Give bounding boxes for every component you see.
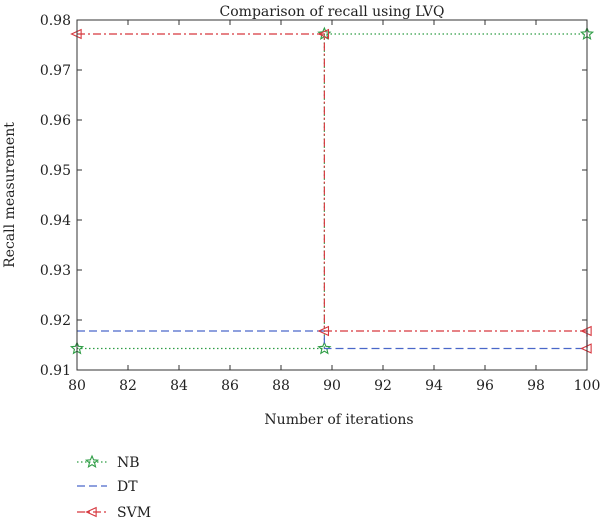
legend: NB DT SVM	[77, 454, 151, 521]
y-tick-label: 0.92	[40, 313, 71, 329]
ticks-layer: 80 82 84 86 88 90 92 94 96 98 100 0.91 0.92 0.93 0.94 0…	[40, 13, 600, 394]
plot-frame	[76, 19, 588, 371]
y-tick-label: 0.93	[40, 263, 71, 279]
series-layer	[69, 26, 595, 355]
legend-marker	[85, 506, 97, 518]
y-axis-label: Recall measurement	[2, 122, 18, 268]
series-line-svm	[77, 33, 588, 349]
x-tick-label: 92	[374, 378, 392, 394]
series-line-nb	[77, 33, 587, 350]
data-point-svm	[317, 28, 330, 40]
data-point-nb	[317, 341, 332, 355]
x-axis-label: Number of iterations	[264, 412, 413, 428]
x-tick-label: 94	[425, 378, 443, 394]
x-tick-label: 90	[323, 378, 341, 394]
y-tick-label: 0.98	[40, 13, 71, 29]
y-tick-label: 0.97	[40, 63, 71, 79]
legend-item-dt: DT	[77, 479, 138, 495]
data-point-svm	[580, 325, 592, 337]
x-tick-label: 96	[476, 378, 494, 394]
x-tick-label: 84	[170, 378, 188, 394]
series-svm	[70, 28, 592, 354]
chart-title: Comparison of recall using LVQ	[220, 4, 445, 20]
legend-label: SVM	[117, 505, 151, 521]
data-point-svm	[580, 343, 592, 354]
legend-label: DT	[117, 479, 138, 495]
x-tick-label: 82	[119, 378, 137, 394]
y-tick-label: 0.95	[40, 163, 71, 179]
x-tick-label: 100	[574, 378, 600, 394]
legend-marker	[84, 454, 100, 469]
series-dt	[77, 330, 588, 350]
y-tick-label: 0.96	[40, 113, 71, 129]
x-tick-label: 86	[221, 378, 239, 394]
data-point-svm	[317, 325, 330, 337]
x-tick-label: 98	[527, 378, 545, 394]
legend-label: NB	[117, 455, 140, 471]
x-tick-label: 88	[272, 378, 290, 394]
legend-item-svm: SVM	[77, 505, 151, 521]
x-tick-label: 80	[68, 378, 86, 394]
data-point-svm	[70, 28, 82, 40]
y-tick-label: 0.94	[40, 213, 71, 229]
legend-item-nb: NB	[77, 454, 140, 471]
series-nb	[69, 26, 595, 355]
y-tick-label: 0.91	[40, 363, 71, 379]
series-line-dt	[77, 330, 588, 350]
